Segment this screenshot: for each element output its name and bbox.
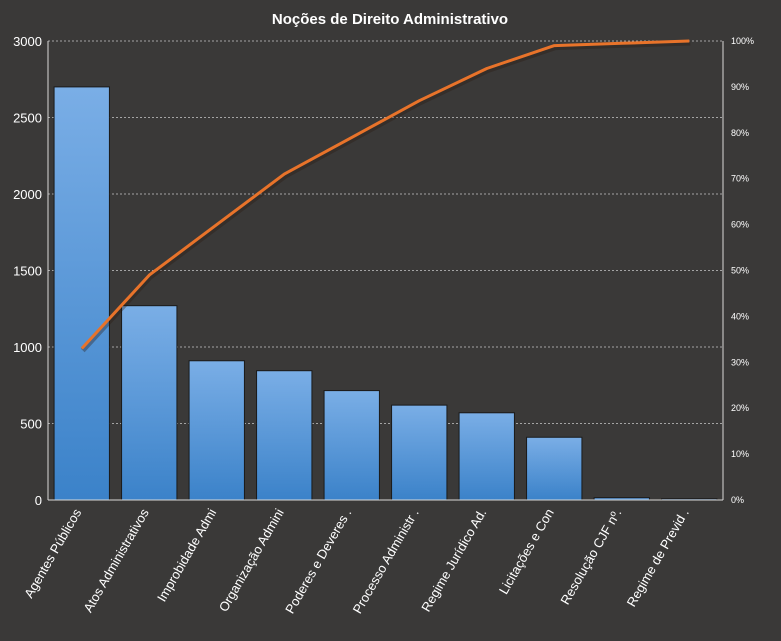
x-tick-label: Licitações e Con — [496, 506, 557, 597]
y-tick-label: 2500 — [13, 111, 42, 126]
x-tick-label: Organização Admini — [216, 506, 287, 614]
y2-axis-tick-labels: 0% 10% 20% 30% 40% 50% 60% 70% 80% 90% 100% — [731, 36, 754, 505]
x-tick-label: Improbidade Admi — [154, 506, 219, 604]
bar — [323, 390, 380, 501]
cumulative-line — [80, 39, 690, 350]
y2-tick-label: 70% — [731, 174, 749, 184]
cumulative-line-shadow — [80, 40, 691, 353]
x-tick-label: Resolução CJF nº. — [557, 506, 624, 607]
x-tick-label: Regime Jurídico Ad. — [418, 506, 489, 614]
y2-tick-label: 20% — [731, 403, 749, 413]
bar — [121, 305, 178, 501]
chart-title: Noções de Direito Administrativo — [272, 11, 508, 28]
y2-tick-label: 30% — [731, 357, 749, 367]
bar — [391, 404, 448, 501]
y2-tick-label: 60% — [731, 220, 749, 230]
x-tick-label: Regime de Previd . — [624, 506, 692, 609]
y-tick-label: 2000 — [13, 187, 42, 202]
y2-tick-label: 10% — [731, 449, 749, 459]
y2-tick-label: 50% — [731, 266, 749, 276]
y-tick-label: 500 — [20, 417, 42, 432]
x-tick-label: Processo Administr . — [350, 506, 422, 616]
y-tick-label: 0 — [35, 493, 42, 508]
axes — [47, 41, 724, 501]
x-tick-label: Atos Administrativos — [80, 506, 152, 615]
y2-tick-label: 40% — [731, 311, 749, 321]
bar — [526, 436, 583, 501]
cumulative-line-series — [80, 39, 691, 353]
y-tick-label: 1000 — [13, 340, 42, 355]
y2-tick-label: 90% — [731, 82, 749, 92]
bar — [188, 360, 245, 501]
bar — [458, 412, 515, 501]
bar-series — [53, 86, 718, 501]
y-tick-label: 3000 — [13, 34, 42, 49]
y-axis-tick-labels: 0 500 1000 1500 2000 2500 3000 — [13, 34, 42, 508]
x-tick-label: Agentes Públicos — [21, 506, 84, 601]
y-tick-label: 1500 — [13, 264, 42, 279]
bar — [256, 370, 313, 501]
y2-tick-label: 0% — [731, 495, 744, 505]
y2-tick-label: 100% — [731, 36, 754, 46]
bar — [53, 86, 110, 501]
x-tick-label: Poderes e Deveres . — [282, 506, 354, 616]
y2-tick-label: 80% — [731, 128, 749, 138]
